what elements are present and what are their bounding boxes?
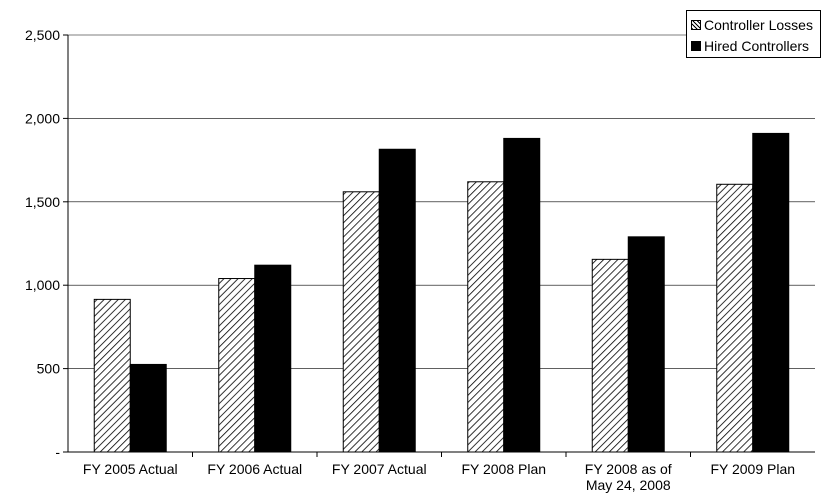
bar-hired-controllers <box>627 236 665 453</box>
y-tick-label: 1,500 <box>25 194 60 210</box>
y-tick-label: 2,500 <box>25 27 60 43</box>
bar-hired-controllers <box>752 132 790 453</box>
bar-hired-controllers <box>129 363 167 453</box>
bar-controller-losses <box>591 258 629 453</box>
x-category-label: FY 2009 Plan <box>710 461 795 477</box>
x-category-label: FY 2006 Actual <box>207 461 302 477</box>
bar-controller-losses <box>93 298 131 453</box>
y-tick-label: 500 <box>37 361 61 377</box>
legend: Controller Losses Hired Controllers <box>686 10 821 58</box>
legend-swatch-hatched <box>691 20 701 30</box>
legend-label-controller-losses: Controller Losses <box>704 17 813 33</box>
x-category-label: FY 2008 as of May 24, 2008 <box>585 461 672 493</box>
bar-controller-losses <box>218 278 256 453</box>
x-category-label: FY 2005 Actual <box>83 461 178 477</box>
bar-controller-losses <box>467 181 505 453</box>
bar-hired-controllers <box>503 137 541 453</box>
legend-swatch-solid <box>691 41 701 51</box>
y-tick-label: 1,000 <box>25 277 60 293</box>
legend-label-hired-controllers: Hired Controllers <box>704 38 810 54</box>
bar-hired-controllers <box>378 148 416 453</box>
bar-hired-controllers <box>254 264 292 453</box>
x-category-label: FY 2008 Plan <box>461 461 546 477</box>
x-category-label: FY 2007 Actual <box>332 461 427 477</box>
y-tick-label: - <box>55 444 60 460</box>
legend-item-hired-controllers: Hired Controllers <box>691 37 809 55</box>
y-tick-label: 2,000 <box>25 110 60 126</box>
bar-controller-losses <box>342 191 380 453</box>
legend-item-controller-losses: Controller Losses <box>691 16 813 34</box>
bar-controller-losses <box>716 183 754 453</box>
